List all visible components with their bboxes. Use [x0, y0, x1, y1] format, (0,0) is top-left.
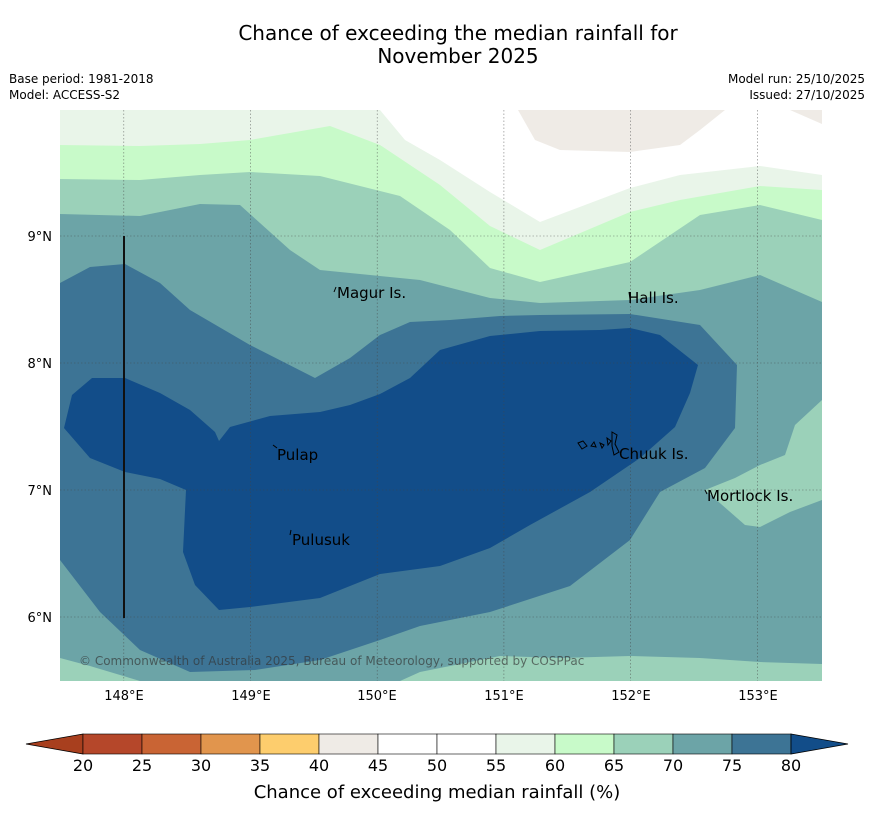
band-65-70-southeast [705, 400, 822, 527]
island-chuuk-4 [606, 436, 612, 447]
island-pulap [272, 444, 278, 449]
lat-tick-7: 7°N [28, 484, 53, 499]
lat-tick-8: 8°N [28, 357, 53, 372]
island-chuuk-1 [577, 440, 588, 450]
place-chuuk: Chuuk Is. [619, 445, 688, 463]
colorbar-segment [436, 733, 497, 755]
island-magur [333, 286, 337, 293]
model-name: Model: ACCESS-S2 [9, 88, 121, 102]
model-run: Model run: 25/10/2025 [727, 72, 865, 86]
colorbar-segment [613, 733, 674, 755]
lon-tick-151: 151°E [484, 689, 524, 704]
island-hall [628, 291, 631, 300]
colorbar-extend-low [25, 733, 84, 755]
lon-tick-152: 152°E [611, 689, 651, 704]
colorbar-segment [82, 733, 143, 755]
colorbar-tick-label: 80 [781, 756, 801, 775]
colorbar-segment [318, 733, 379, 755]
colorbar-tick-label: 70 [663, 756, 683, 775]
colorbar-segment [495, 733, 556, 755]
colorbar-segment [259, 733, 320, 755]
lat-tick-6: 6°N [28, 611, 53, 626]
colorbar-tick-label: 35 [250, 756, 270, 775]
colorbar-tick-label: 45 [368, 756, 388, 775]
place-hall: Hall Is. [628, 289, 679, 307]
lon-tick-150: 150°E [357, 689, 397, 704]
colorbar-segment [141, 733, 202, 755]
colorbar-segment [672, 733, 733, 755]
lon-tick-149: 149°E [231, 689, 271, 704]
colorbar-tick-label: 50 [427, 756, 447, 775]
meta-left: Base period: 1981-2018 Model: ACCESS-S2 [9, 71, 154, 103]
lon-tick-labels: 148°E 149°E 150°E 151°E 152°E 153°E [104, 689, 778, 704]
colorbar-tick-label: 60 [545, 756, 565, 775]
place-mortlock: Mortlock Is. [707, 487, 793, 505]
band-65-70-south [400, 656, 822, 681]
base-period: Base period: 1981-2018 [9, 72, 154, 86]
place-pulusuk: Pulusuk [292, 531, 350, 549]
colorbar: 20 25 30 35 40 45 50 55 60 65 70 75 80 [25, 733, 849, 775]
title-line-2: November 2025 [377, 44, 539, 68]
issued-date: Issued: 27/10/2025 [749, 88, 865, 102]
colorbar-tick-label: 40 [309, 756, 329, 775]
title-line-1: Chance of exceeding the median rainfall … [238, 21, 678, 45]
island-chuuk-2 [590, 440, 597, 448]
contour-map: Magur Is. Hall Is. Pulap Chuuk Is. Mortl… [60, 110, 822, 681]
lat-tick-labels: 9°N 8°N 7°N 6°N [28, 230, 53, 626]
band-80-plus [64, 328, 698, 610]
copyright-notice: © Commonwealth of Australia 2025, Bureau… [79, 654, 584, 668]
place-magur: Magur Is. [337, 284, 406, 302]
island-mortlock [704, 489, 708, 495]
colorbar-tick-label: 20 [73, 756, 93, 775]
map-title: Chance of exceeding the median rainfall … [0, 22, 873, 68]
meta-right: Model run: 25/10/2025 Issued: 27/10/2025 [728, 71, 865, 103]
island-outlines [272, 286, 708, 536]
colorbar-segment [554, 733, 615, 755]
band-40-45-east [790, 110, 822, 124]
lat-tick-9: 9°N [28, 230, 53, 245]
colorbar-tick-label: 75 [722, 756, 742, 775]
colorbar-label: Chance of exceeding median rainfall (%) [254, 782, 621, 803]
band-65-70-southwest [60, 658, 140, 681]
colorbar-segment [377, 733, 438, 755]
lon-tick-148: 148°E [104, 689, 144, 704]
band-40-45 [518, 110, 725, 152]
island-chuuk-5 [611, 431, 620, 456]
colorbar-tick-label: 55 [486, 756, 506, 775]
lon-tick-153: 153°E [738, 689, 778, 704]
colorbar-extend-high [790, 733, 849, 755]
colorbar-segment [731, 733, 792, 755]
colorbar-tick-label: 30 [191, 756, 211, 775]
gridlines [60, 110, 822, 681]
island-pulusuk [289, 529, 292, 536]
island-chuuk-3 [599, 441, 605, 450]
place-pulap: Pulap [277, 446, 318, 464]
colorbar-tick-label: 65 [604, 756, 624, 775]
colorbar-segment [200, 733, 261, 755]
colorbar-tick-label: 25 [132, 756, 152, 775]
band-45-55 [380, 110, 822, 222]
